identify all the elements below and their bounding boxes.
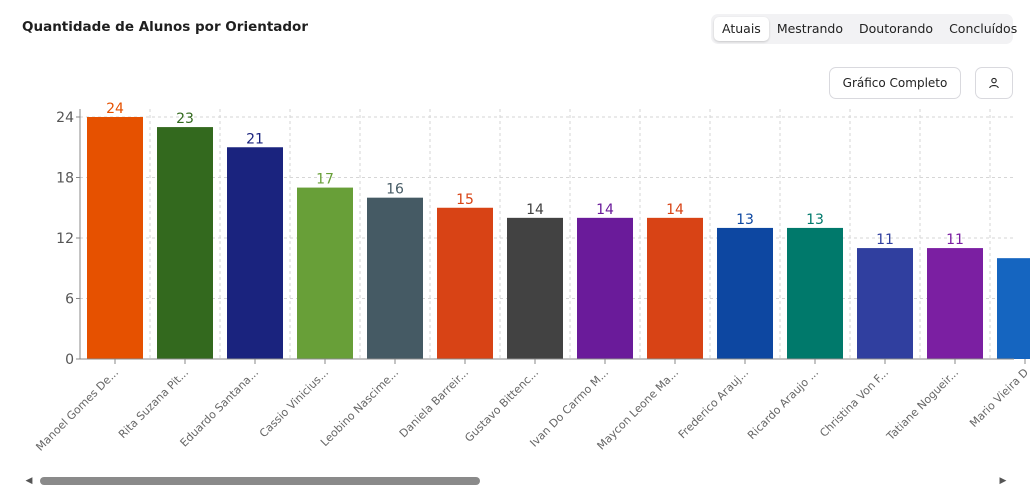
x-tick-label: Cassio Vinicius...	[257, 366, 331, 440]
tab-mestrando[interactable]: Mestrando	[776, 21, 844, 36]
filter-tabs: Atuais Mestrando Doutorando Concluídos	[711, 14, 1017, 44]
user-button[interactable]	[975, 67, 1013, 99]
y-axis: 0 6 12 18 24	[56, 109, 81, 368]
bar[interactable]	[87, 117, 143, 359]
user-icon	[989, 77, 999, 89]
arrow-left-icon[interactable]: ◀	[25, 476, 33, 486]
tab-atuais[interactable]: Atuais	[714, 17, 769, 41]
x-tick-label: Christina Von F...	[817, 366, 891, 440]
x-tick-label: Ricardo Araujo ...	[745, 366, 821, 442]
x-tick-label: Rita Suzana Pit...	[116, 366, 191, 441]
bar-value-label: 13	[736, 212, 754, 228]
bar[interactable]	[227, 147, 283, 359]
bar[interactable]	[857, 248, 913, 359]
bar-value-label: 14	[526, 202, 544, 218]
bar-value-label: 24	[106, 101, 124, 117]
y-tick-label: 18	[56, 171, 74, 187]
bar-value-label: 14	[596, 202, 614, 218]
y-tick-label: 6	[65, 292, 74, 308]
bar-chart: 0 6 12 18 24 24 23 21 17 16 15 14 14 14 13 13 11 11 Mano…	[33, 101, 1030, 454]
bar[interactable]	[577, 217, 633, 359]
bar-value-label: 23	[176, 111, 194, 127]
full-chart-button[interactable]: Gráfico Completo	[829, 67, 961, 99]
x-axis: Manoel Gomes De...Rita Suzana Pit...Edua…	[33, 358, 1030, 454]
x-tick-label: Manoel Gomes De...	[33, 366, 121, 454]
arrow-right-icon[interactable]: ▶	[999, 476, 1007, 486]
bar-value-label: 17	[316, 172, 334, 188]
x-tick-label: Mario Vieira D	[967, 366, 1030, 430]
bar[interactable]	[507, 217, 563, 359]
bar[interactable]	[717, 227, 773, 359]
chart-bars: 24 23 21 17 16 15 14 14 14 13 13 11 11	[87, 101, 1030, 359]
tab-doutorando[interactable]: Doutorando	[859, 21, 934, 36]
x-tick-label: Eduardo Santana...	[178, 366, 262, 450]
x-tick-label: Maycon Leone Ma...	[595, 366, 682, 453]
bar-value-label: 16	[386, 182, 404, 198]
bar-value-label: 21	[246, 131, 264, 147]
bar-value-label: 11	[946, 232, 964, 248]
x-tick-label: Ivan Do Carmo M...	[527, 366, 611, 450]
bar-value-label: 14	[666, 202, 684, 218]
bar[interactable]	[787, 227, 843, 359]
scrollbar-thumb[interactable]	[40, 477, 480, 485]
x-tick-label: Tatiane Nogueir...	[884, 366, 962, 444]
bar[interactable]	[297, 187, 353, 359]
bar[interactable]	[997, 258, 1030, 359]
bar-value-label: 13	[806, 212, 824, 228]
tab-concluidos[interactable]: Concluídos	[949, 21, 1018, 36]
bar[interactable]	[647, 217, 703, 359]
bar-value-label: 15	[456, 192, 474, 208]
x-tick-label: Gustavo Bittenc...	[462, 366, 541, 445]
y-tick-label: 24	[56, 110, 74, 126]
bar-value-label: 11	[876, 232, 894, 248]
x-tick-label: Frederico Arauj...	[676, 366, 751, 441]
bar[interactable]	[367, 197, 423, 359]
y-tick-label: 0	[65, 352, 74, 368]
x-tick-label: Daniela Barreir...	[397, 366, 471, 440]
bar[interactable]	[927, 248, 983, 359]
bar[interactable]	[437, 207, 493, 359]
x-tick-label: Leobino Nascime...	[318, 366, 401, 449]
chart-title: Quantidade de Alunos por Orientador	[22, 19, 308, 35]
bar[interactable]	[157, 127, 213, 359]
y-tick-label: 12	[56, 231, 74, 247]
